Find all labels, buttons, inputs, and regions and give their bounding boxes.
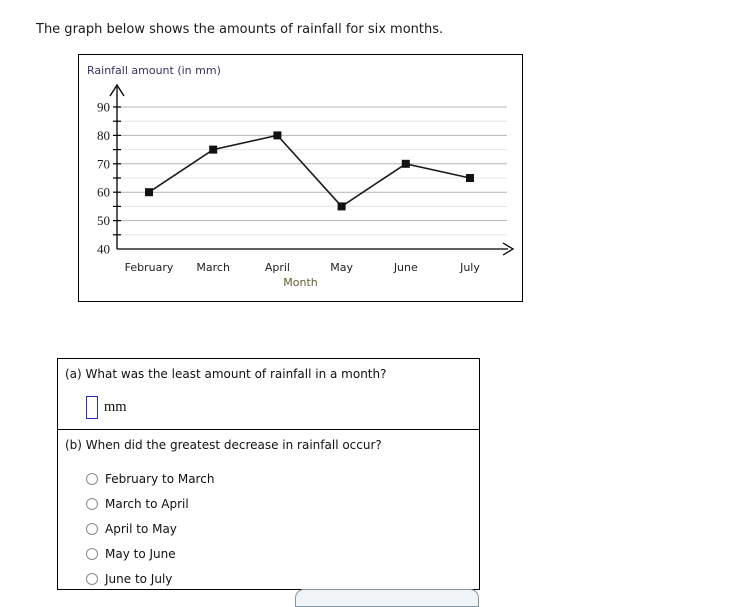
x-tick-label: April <box>265 261 290 274</box>
y-tick-label: 50 <box>97 213 110 228</box>
radio-icon[interactable] <box>86 573 98 585</box>
data-point-marker <box>273 131 282 140</box>
radio-icon[interactable] <box>86 498 98 510</box>
option-row[interactable]: February to March <box>86 468 214 490</box>
option-label[interactable]: May to June <box>105 547 176 561</box>
option-row[interactable]: March to April <box>86 493 189 515</box>
data-point-marker <box>466 174 474 182</box>
y-tick-label: 60 <box>97 185 110 200</box>
x-axis-arrow-icon <box>502 242 515 256</box>
data-point-marker <box>337 202 346 211</box>
x-tick-label: June <box>393 261 418 274</box>
chart-title: Rainfall amount (in mm) <box>87 64 221 77</box>
x-tick-label: February <box>125 261 174 274</box>
y-tick-label: 90 <box>97 100 110 115</box>
question-b-label: (b) When did the greatest decrease in ra… <box>65 438 382 452</box>
data-point-marker <box>209 145 218 154</box>
bottom-toolbar-clipped <box>295 589 479 607</box>
unit-label: mm <box>104 399 127 415</box>
y-tick-label: 80 <box>97 128 110 143</box>
radio-icon[interactable] <box>86 523 98 535</box>
option-label[interactable]: March to April <box>105 497 189 511</box>
x-tick-label: July <box>459 261 480 274</box>
rainfall-line <box>148 134 471 208</box>
option-label[interactable]: February to March <box>105 472 215 486</box>
rainfall-line-chart: 90 80 70 60 50 40 February March April May June Jul… <box>97 83 515 274</box>
question-a-label: (a) What was the least amount of rainfal… <box>65 367 387 381</box>
rainfall-chart-panel: 90 80 70 60 50 40 February March April May June Jul… <box>78 54 523 302</box>
answer-input[interactable] <box>86 396 98 419</box>
y-axis-arrow-icon <box>109 83 125 97</box>
option-label[interactable]: April to May <box>105 522 177 536</box>
option-label[interactable]: June to July <box>105 572 173 586</box>
data-point-marker <box>145 188 153 197</box>
y-tick-label: 40 <box>97 242 110 257</box>
option-row[interactable]: June to July <box>86 568 172 590</box>
x-tick-label: March <box>196 261 230 274</box>
section-divider <box>58 429 479 430</box>
x-axis-title: Month <box>283 276 318 289</box>
x-tick-label: May <box>330 261 353 274</box>
y-tick-label: 70 <box>97 156 110 171</box>
data-point-marker <box>401 159 410 168</box>
radio-icon[interactable] <box>86 548 98 560</box>
page-title: The graph below shows the amounts of rai… <box>36 22 444 37</box>
option-row[interactable]: May to June <box>86 543 176 565</box>
option-row[interactable]: April to May <box>86 518 177 540</box>
radio-icon[interactable] <box>86 473 98 485</box>
question-panel: (a) What was the least amount of rainfal… <box>57 358 480 590</box>
